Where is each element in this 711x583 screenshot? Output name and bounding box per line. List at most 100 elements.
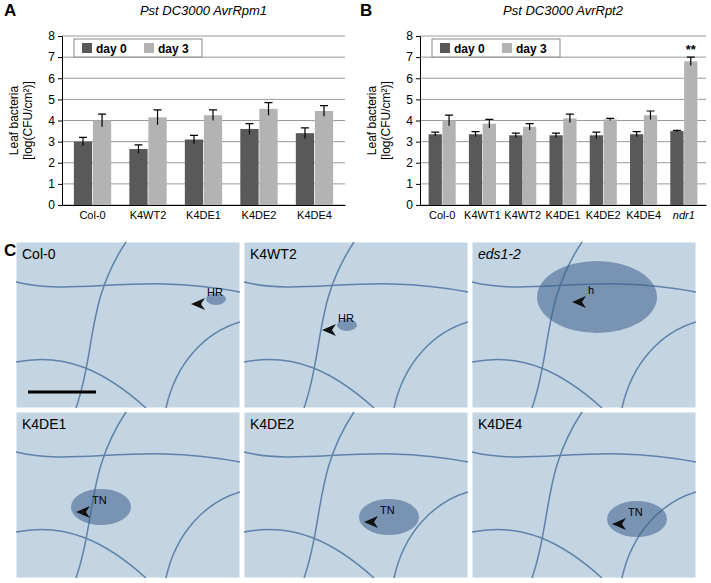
error-bar [592,132,600,138]
axis-line [416,37,421,206]
tick-label: 7 [48,50,55,64]
error-bar [245,124,253,135]
tick-label: 2 [48,156,55,170]
tick-label: K4WT1 [464,209,501,221]
plot-area [429,57,698,205]
tick-mark [58,57,62,58]
arrow [364,516,378,528]
y-tick: 8 [406,29,420,43]
tick-label: 0 [406,198,413,212]
error-bar [301,128,309,139]
micrograph-bg [244,412,468,578]
tick-label: 4 [48,114,55,128]
tick-label: K4WT2 [504,209,541,221]
bar [469,134,482,205]
tick-label: K4DE4 [626,209,661,221]
micrograph: K4DE2 TN [244,412,468,578]
micrograph-label: Col-0 [22,246,56,262]
arrow [322,324,336,336]
error-bar [687,57,695,65]
micrograph-bg [472,242,696,408]
bar [129,149,147,205]
tick-mark [416,163,420,164]
micrograph-annotation: TN [380,504,395,516]
image-panel: CCol-0HRK4WT2HReds1-2hK4DE1TNK4DE2TNK4DE… [4,241,696,578]
y-axis-title-line: Leaf bacteria [365,85,379,155]
tick-label: 0 [48,198,55,212]
legend-label: day 0 [96,42,127,56]
stain [359,499,419,535]
y-tick: 6 [406,72,420,86]
tick-label: 8 [48,29,55,43]
bar [429,134,442,205]
micrograph-label: K4DE2 [250,416,295,432]
title: Pst DC3000 AvrRpt2 [503,3,624,18]
vein [16,529,146,578]
y-tick: 3 [406,135,420,149]
tick-label: 5 [48,93,55,107]
y-tick: 6 [48,72,62,86]
y-tick: 0 [406,198,420,212]
error-bar [445,115,453,126]
vein [622,322,696,408]
tick-label: Col-0 [79,209,105,221]
bar [315,111,333,205]
error-bar [320,106,328,117]
panel-letter: A [4,1,16,20]
tick-label: K4DE1 [546,209,581,221]
error-bars [445,57,695,130]
error-bar [552,133,560,137]
micrograph-annotation: HR [338,312,354,324]
y-axis-title-line: [log(CFU/cm²)] [21,81,35,160]
bar [204,115,222,205]
bar [563,118,576,205]
vein [472,359,602,408]
error-bars [79,124,309,154]
tick-label: K4DE2 [586,209,621,221]
x-tick: K4DE2 [586,205,621,221]
micrograph-annotation: h [588,284,594,296]
bar [684,61,697,205]
grid-line [420,78,706,79]
bar [483,124,496,205]
panel-letter: C [4,241,16,260]
vein [244,529,374,578]
bar [93,121,111,206]
tick-mark [416,205,420,206]
vein [244,452,468,462]
x-tick: K4DE4 [297,205,332,221]
arrow [76,506,90,518]
error-bar [190,135,198,143]
micrograph: Col-0HR [16,242,240,408]
tick-mark [416,78,420,79]
tick-label: 2 [406,156,413,170]
vein [16,452,240,462]
y-axis-title: Leaf bacteria[log(CFU/cm²)] [365,81,393,160]
x-tick: K4WT2 [504,205,541,221]
x-tick: K4DE2 [242,205,277,221]
tick-label: K4DE1 [186,209,221,221]
tick-mark [58,205,62,206]
y-axis: 012345678 [48,29,62,212]
x-tick: Col-0 [429,205,455,221]
tick-label: 6 [48,72,55,86]
vein [532,412,582,578]
bar [74,142,92,205]
y-tick: 7 [406,50,420,64]
legend-label: day 0 [454,42,485,56]
tick-mark [58,163,62,164]
tick-label: K4DE2 [242,209,277,221]
grid-line [420,183,706,184]
x-tick: K4DE1 [186,205,221,221]
error-bar [566,114,574,122]
vein [304,412,354,578]
grid [420,36,706,205]
panel-letter: B [360,1,372,20]
bar [240,129,258,205]
micrograph-bg [16,412,240,578]
x-tick: Col-0 [79,205,105,221]
legend-box [74,39,202,57]
y-tick: 2 [48,156,62,170]
error-bar [485,119,493,127]
tick-label: 1 [406,177,413,191]
